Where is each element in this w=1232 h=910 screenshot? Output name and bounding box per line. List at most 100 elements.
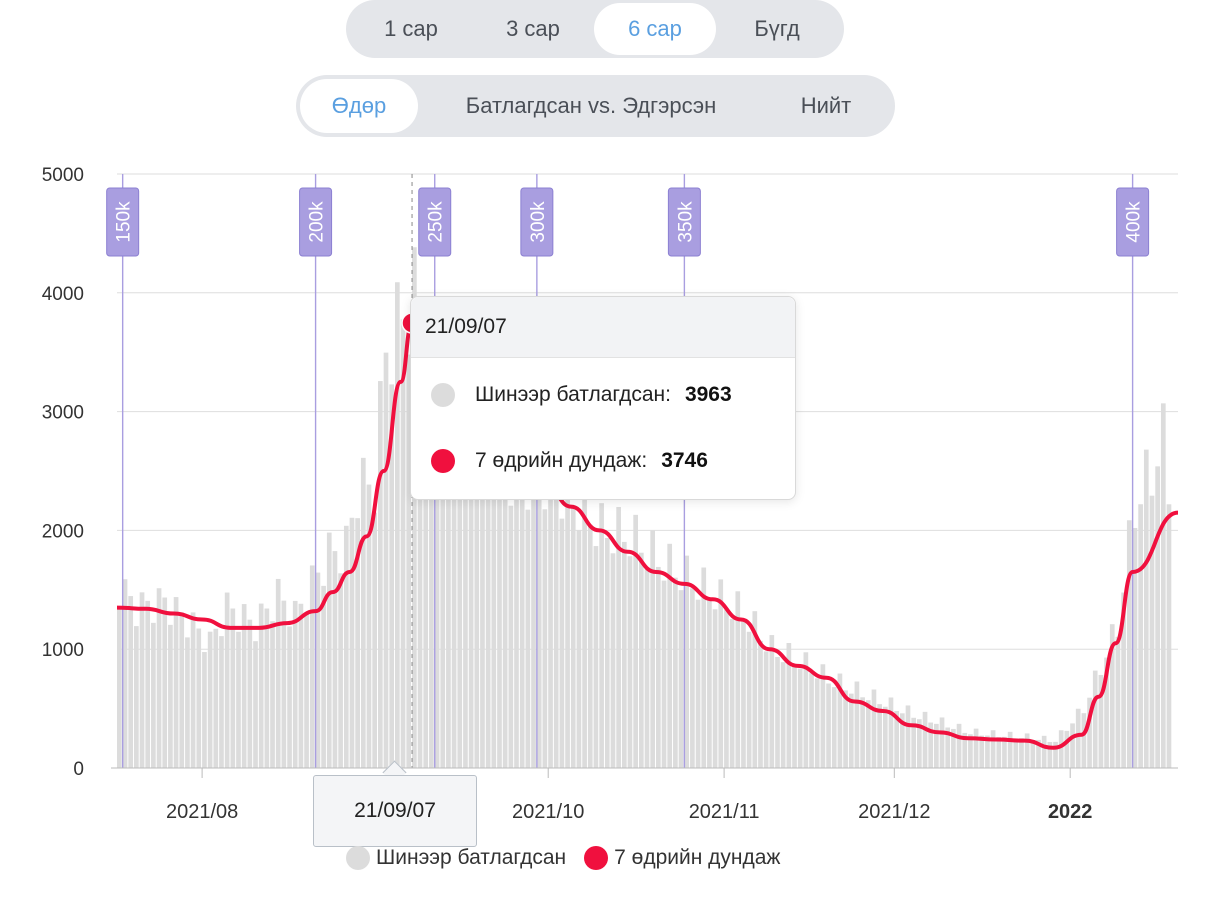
bar (701, 567, 707, 768)
bar (1126, 520, 1132, 768)
range-selector: 1 сар 3 сар 6 сар Бүгд (346, 0, 844, 58)
bar (792, 663, 797, 768)
y-axis-ticks: 0 1000 2000 3000 4000 5000 (42, 165, 84, 780)
bar (253, 641, 258, 768)
bar (440, 429, 446, 768)
bar (156, 588, 162, 768)
bar (207, 631, 213, 768)
bar (468, 440, 474, 768)
bar (826, 683, 831, 768)
bar (1024, 733, 1030, 768)
bar (616, 507, 621, 768)
bar (627, 556, 633, 768)
bar (848, 693, 854, 768)
bar (502, 477, 508, 768)
bar (1036, 739, 1041, 768)
bar (1092, 670, 1098, 768)
range-option-all[interactable]: Бүгд (754, 16, 800, 41)
bar (712, 609, 718, 768)
bar (1047, 742, 1053, 768)
bar (196, 628, 202, 768)
range-option-6-months[interactable]: 6 сар (594, 3, 716, 55)
tooltip-value-confirmed: 3963 (684, 383, 732, 406)
bar (882, 706, 888, 768)
bar (559, 518, 565, 768)
tooltip-date: 21/09/07 (411, 297, 795, 358)
bar (934, 723, 939, 768)
mode-option-confirmed-vs-recovered[interactable]: Батлагдсан vs. Эдгэрсэн (465, 93, 717, 118)
bar (304, 613, 309, 768)
x-tick-label: 2021/12 (858, 801, 930, 823)
bar (185, 637, 190, 768)
bar (644, 568, 650, 768)
bar (831, 687, 837, 768)
bar (258, 603, 264, 768)
mode-option-daily[interactable]: Өдөр (300, 79, 418, 133)
bar (151, 622, 156, 768)
mode-option-total[interactable]: Нийт (800, 93, 852, 118)
bar (1081, 713, 1087, 768)
bar (270, 621, 275, 768)
bar (684, 555, 690, 768)
bar (457, 452, 463, 768)
bar (610, 553, 616, 768)
bar (463, 392, 468, 768)
bar (809, 673, 814, 768)
milestone-badge (418, 187, 452, 257)
bar (230, 608, 236, 768)
bar (758, 640, 763, 768)
bar (1132, 527, 1138, 768)
bar (1143, 449, 1149, 768)
bar (820, 664, 826, 768)
bar (780, 662, 786, 768)
bar (741, 620, 746, 768)
legend-item-confirmed[interactable]: Шинээр батлагдсан (346, 846, 566, 870)
range-option-1-month[interactable]: 1 сар (384, 16, 438, 41)
y-tick-label: 0 (73, 759, 84, 780)
bar (576, 530, 582, 768)
bar (968, 734, 973, 768)
bar (888, 697, 894, 768)
bar (673, 577, 678, 768)
bar (650, 530, 656, 768)
legend-label-confirmed: Шинээр батлагдсан (376, 846, 567, 869)
legend-item-average[interactable]: 7 өдрийн дундаж (584, 846, 780, 870)
milestone-label: 400k (1124, 201, 1145, 243)
bar (786, 643, 792, 768)
bar (1070, 723, 1075, 768)
bar (1030, 740, 1036, 768)
bar (871, 689, 877, 768)
bar (1041, 735, 1047, 768)
legend-average-icon (584, 846, 609, 870)
bar (621, 541, 627, 768)
bar (899, 713, 905, 768)
x-tick-label: 2021/11 (689, 801, 760, 823)
bar (338, 573, 343, 768)
bar (917, 719, 922, 768)
bar (298, 603, 304, 768)
bar (797, 668, 803, 768)
bar (446, 353, 451, 768)
bar (548, 454, 553, 768)
y-tick-label: 4000 (42, 284, 84, 305)
legend: Шинээр батлагдсан 7 өдрийн дундаж (346, 846, 798, 870)
y-tick-label: 5000 (42, 165, 84, 186)
bar (1104, 657, 1109, 768)
bar (877, 704, 882, 768)
range-option-3-months[interactable]: 3 сар (506, 16, 560, 41)
bar (168, 624, 173, 768)
bar (349, 517, 355, 768)
bar (179, 612, 185, 768)
bar (1155, 466, 1160, 768)
bar (1002, 736, 1007, 768)
bar (678, 590, 684, 768)
bar (400, 319, 406, 768)
bar (213, 628, 219, 768)
milestone-label: 200k (307, 201, 328, 243)
y-tick-label: 1000 (42, 640, 84, 661)
bar (491, 493, 497, 768)
tooltip-label-average: 7 өдрийн дундаж: (475, 449, 648, 472)
bar (656, 566, 661, 768)
crosshair-x-label: 21/09/07 (313, 775, 477, 847)
